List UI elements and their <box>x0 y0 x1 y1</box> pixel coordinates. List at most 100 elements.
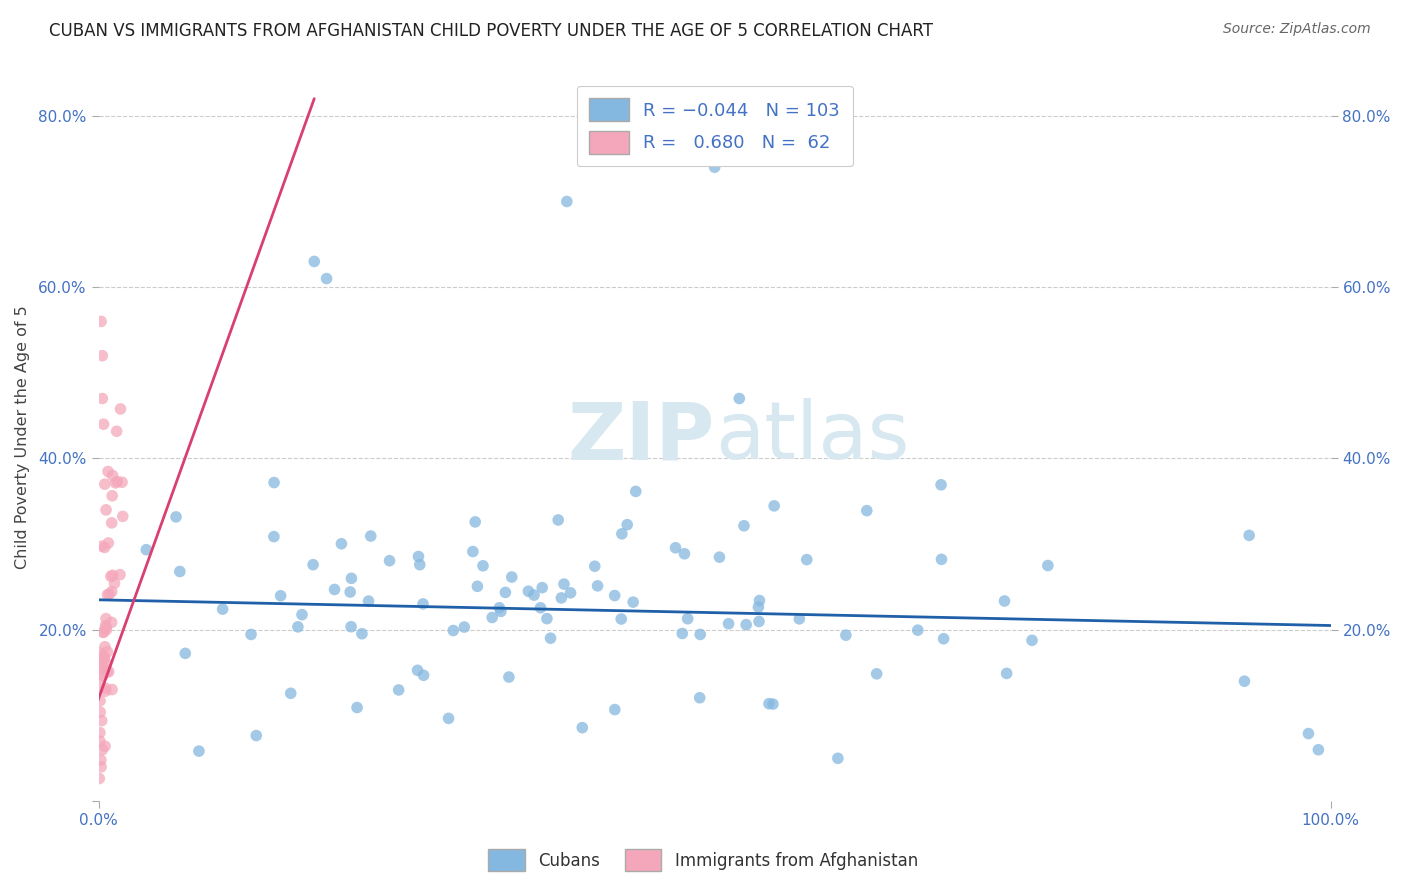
Point <box>409 558 432 572</box>
Point <box>96 645 118 659</box>
Point <box>932 632 955 646</box>
Point <box>488 600 510 615</box>
Point <box>350 626 373 640</box>
Point <box>91 392 114 406</box>
Point <box>464 515 486 529</box>
Point <box>827 751 849 765</box>
Text: Source: ZipAtlas.com: Source: ZipAtlas.com <box>1223 22 1371 37</box>
Point <box>747 600 769 615</box>
Point <box>1298 726 1320 740</box>
Point <box>673 547 696 561</box>
Point <box>664 541 686 555</box>
Point <box>621 595 644 609</box>
Point <box>101 468 124 483</box>
Point <box>703 160 725 174</box>
Point <box>671 626 693 640</box>
Point <box>94 681 117 696</box>
Point <box>571 721 593 735</box>
Point <box>104 475 127 490</box>
Point <box>90 660 112 674</box>
Point <box>406 663 429 677</box>
Point <box>315 271 337 285</box>
Point <box>287 620 309 634</box>
Point <box>1036 558 1059 573</box>
Point <box>835 628 858 642</box>
Point <box>111 509 134 524</box>
Point <box>100 569 122 583</box>
Point <box>94 640 117 654</box>
Point <box>96 623 118 637</box>
Point <box>758 697 780 711</box>
Point <box>762 697 785 711</box>
Point <box>211 602 233 616</box>
Point <box>97 536 120 550</box>
Point <box>93 650 115 665</box>
Point <box>90 714 112 728</box>
Point <box>866 666 889 681</box>
Point <box>995 666 1018 681</box>
Point <box>89 646 111 660</box>
Point <box>560 586 582 600</box>
Point <box>89 657 111 672</box>
Point <box>540 631 562 645</box>
Point <box>907 623 929 637</box>
Point <box>453 620 475 634</box>
Point <box>89 694 111 708</box>
Point <box>555 194 578 209</box>
Point <box>855 503 877 517</box>
Point <box>412 597 434 611</box>
Point <box>91 648 114 663</box>
Point <box>689 627 711 641</box>
Y-axis label: Child Poverty Under the Age of 5: Child Poverty Under the Age of 5 <box>15 305 30 569</box>
Point <box>610 612 633 626</box>
Point <box>110 401 132 416</box>
Point <box>90 314 112 328</box>
Point <box>412 668 434 682</box>
Text: CUBAN VS IMMIGRANTS FROM AFGHANISTAN CHILD POVERTY UNDER THE AGE OF 5 CORRELATIO: CUBAN VS IMMIGRANTS FROM AFGHANISTAN CHI… <box>49 22 934 40</box>
Point <box>1021 633 1043 648</box>
Point <box>93 625 115 640</box>
Point <box>437 711 460 725</box>
Point <box>748 593 770 607</box>
Point <box>89 734 111 748</box>
Point <box>89 725 111 739</box>
Point <box>1308 743 1330 757</box>
Point <box>346 700 368 714</box>
Point <box>529 600 551 615</box>
Point <box>339 585 361 599</box>
Point <box>547 513 569 527</box>
Point <box>735 617 758 632</box>
Point <box>501 570 523 584</box>
Point <box>610 526 633 541</box>
Point <box>91 349 114 363</box>
Point <box>531 581 554 595</box>
Point <box>489 604 512 618</box>
Point <box>94 620 117 634</box>
Point <box>93 663 115 677</box>
Point <box>91 625 114 640</box>
Point <box>187 744 209 758</box>
Point <box>96 588 118 602</box>
Point <box>357 594 380 608</box>
Point <box>96 665 118 679</box>
Point <box>101 568 124 582</box>
Point <box>101 489 124 503</box>
Point <box>91 743 114 757</box>
Point <box>441 624 464 638</box>
Point <box>91 668 114 682</box>
Point <box>100 516 122 530</box>
Point <box>94 618 117 632</box>
Point <box>90 539 112 553</box>
Point <box>169 565 191 579</box>
Point <box>1233 674 1256 689</box>
Point <box>101 682 124 697</box>
Point <box>94 503 117 517</box>
Point <box>536 612 558 626</box>
Point <box>728 392 751 406</box>
Legend: R = −0.044   N = 103, R =   0.680   N =  62: R = −0.044 N = 103, R = 0.680 N = 62 <box>576 86 853 166</box>
Point <box>550 591 572 605</box>
Point <box>111 475 134 490</box>
Point <box>323 582 346 597</box>
Point <box>603 589 626 603</box>
Point <box>89 679 111 693</box>
